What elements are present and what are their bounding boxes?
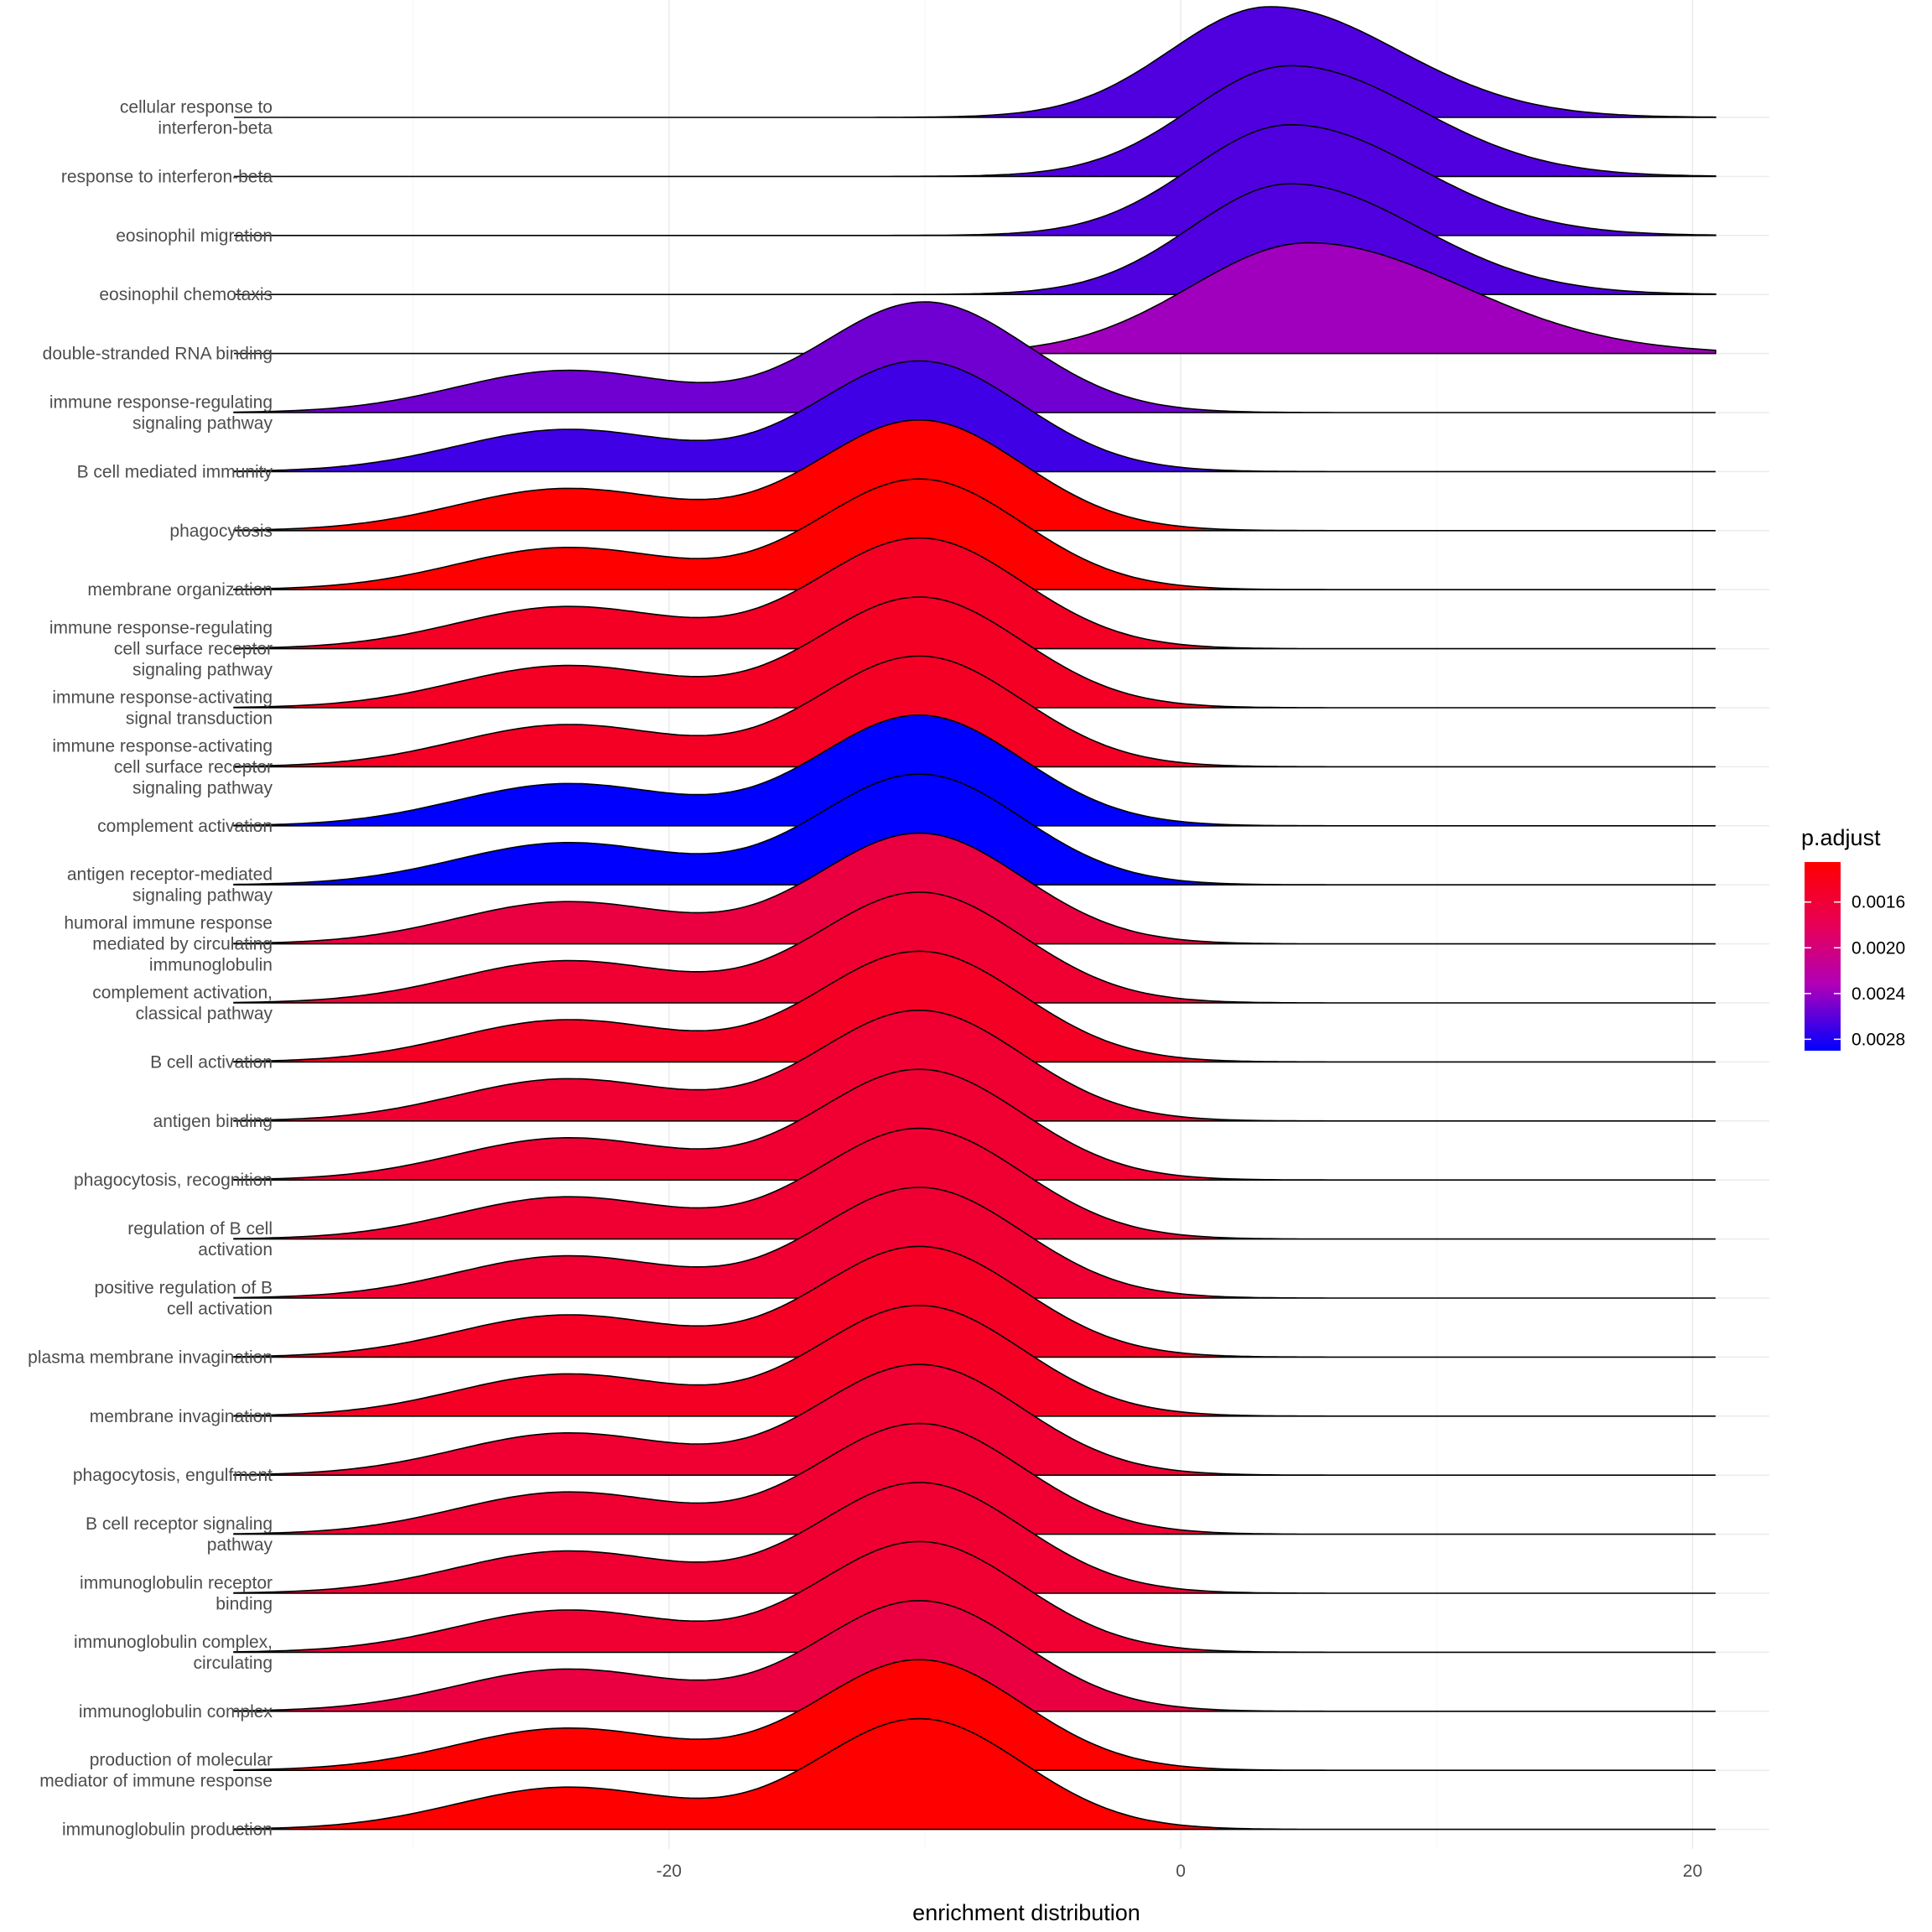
ridge-density xyxy=(234,124,1716,236)
legend-colorbar xyxy=(1805,862,1841,1051)
y-category-label: phagocytosis, engulfment xyxy=(73,1466,273,1485)
ridge-density xyxy=(233,832,1716,945)
ridge-density xyxy=(233,1245,1716,1358)
ridge-density xyxy=(233,1659,1716,1771)
y-category-label: antigen binding xyxy=(153,1112,273,1131)
y-category-label: antigen receptor-mediated signaling pathw… xyxy=(67,865,273,906)
ridge-density xyxy=(233,1422,1716,1535)
ridge-density xyxy=(233,950,1716,1063)
y-category-label: complement activation, classical pathway xyxy=(92,984,273,1024)
y-category-label: B cell mediated immunity xyxy=(77,462,273,481)
ridge-density xyxy=(233,1187,1716,1299)
ridge-density xyxy=(233,773,1716,886)
ridge-density xyxy=(233,1363,1716,1476)
y-category-label: immunoglobulin complex xyxy=(79,1702,273,1722)
y-category-label: B cell activation xyxy=(150,1052,273,1072)
y-category-label: regulation of B cell activation xyxy=(127,1219,273,1259)
y-category-label: complement activation xyxy=(97,817,273,836)
y-category-label: immunoglobulin receptor binding xyxy=(80,1574,273,1614)
ridge-density xyxy=(233,360,1716,473)
y-category-label: cellular response to interferon-beta xyxy=(120,98,273,138)
legend-tick-label: 0.0028 xyxy=(1852,1030,1905,1049)
x-tick-label: 20 xyxy=(1683,1862,1702,1881)
x-axis-title: enrichment distribution xyxy=(912,1900,1140,1925)
y-category-label: membrane organization xyxy=(87,580,273,600)
x-tick-label: 0 xyxy=(1176,1862,1186,1881)
y-category-label: production of molecular mediator of immun… xyxy=(39,1751,273,1791)
ridge-density xyxy=(234,6,1716,118)
y-category-label: eosinophil chemotaxis xyxy=(99,285,273,304)
y-category-label: phagocytosis xyxy=(169,522,273,541)
y-category-label: double-stranded RNA binding xyxy=(43,345,273,364)
ridge-density xyxy=(233,714,1716,827)
y-category-label: immunoglobulin production xyxy=(62,1820,273,1840)
ridge-layer xyxy=(233,6,1716,1831)
ridge-density xyxy=(234,65,1716,178)
y-axis-labels: cellular response to interferon-beta respo… xyxy=(28,98,273,1840)
ridge-density xyxy=(233,1009,1716,1122)
y-category-label: response to interferon-beta xyxy=(61,167,273,186)
ridge-density xyxy=(233,418,1716,532)
ridge-density xyxy=(234,183,1716,295)
y-category-label: phagocytosis, recognition xyxy=(74,1171,273,1190)
ridge-density xyxy=(233,1540,1716,1654)
y-category-label: immune response-activating cell surface r… xyxy=(52,736,273,797)
ridge-density xyxy=(233,1717,1716,1831)
color-legend: p.adjust 0.0016 0.0020 0.0024 0.0028 xyxy=(1801,825,1906,1051)
y-category-label: membrane invagination xyxy=(90,1407,273,1426)
ridge-density xyxy=(233,537,1716,650)
y-category-label: plasma membrane invagination xyxy=(28,1348,273,1367)
legend-tick-label: 0.0020 xyxy=(1852,938,1905,958)
ridge-density xyxy=(233,301,1716,413)
ridge-density xyxy=(233,655,1716,768)
x-tick-label: -20 xyxy=(657,1862,682,1881)
y-category-label: eosinophil migration xyxy=(116,226,273,246)
y-category-label: B cell receptor signaling pathway xyxy=(86,1514,273,1555)
y-category-label: immune response-activating signal transdu… xyxy=(52,688,273,729)
legend-tick-label: 0.0024 xyxy=(1852,984,1906,1004)
ridge-density xyxy=(233,1599,1716,1712)
legend-tick-label: 0.0016 xyxy=(1852,893,1905,912)
y-category-label: immune response-regulating signaling path… xyxy=(49,393,273,434)
ridge-density xyxy=(233,891,1716,1004)
y-category-label: immunoglobulin complex, circulating xyxy=(74,1633,273,1673)
legend-ticks: 0.0016 0.0020 0.0024 0.0028 xyxy=(1805,893,1906,1049)
legend-title: p.adjust xyxy=(1801,825,1881,850)
ridge-density xyxy=(233,1482,1716,1594)
x-axis-ticks: -20 0 20 xyxy=(657,1862,1703,1881)
ridge-density xyxy=(233,1068,1716,1181)
ridge-density xyxy=(233,1127,1716,1240)
ridge-density xyxy=(233,596,1716,709)
y-category-label: humoral immune response mediated by circu… xyxy=(64,914,273,975)
y-category-label: immune response-regulating cell surface r… xyxy=(49,619,273,680)
ridge-density xyxy=(233,478,1716,590)
ridge-density xyxy=(233,1304,1716,1417)
